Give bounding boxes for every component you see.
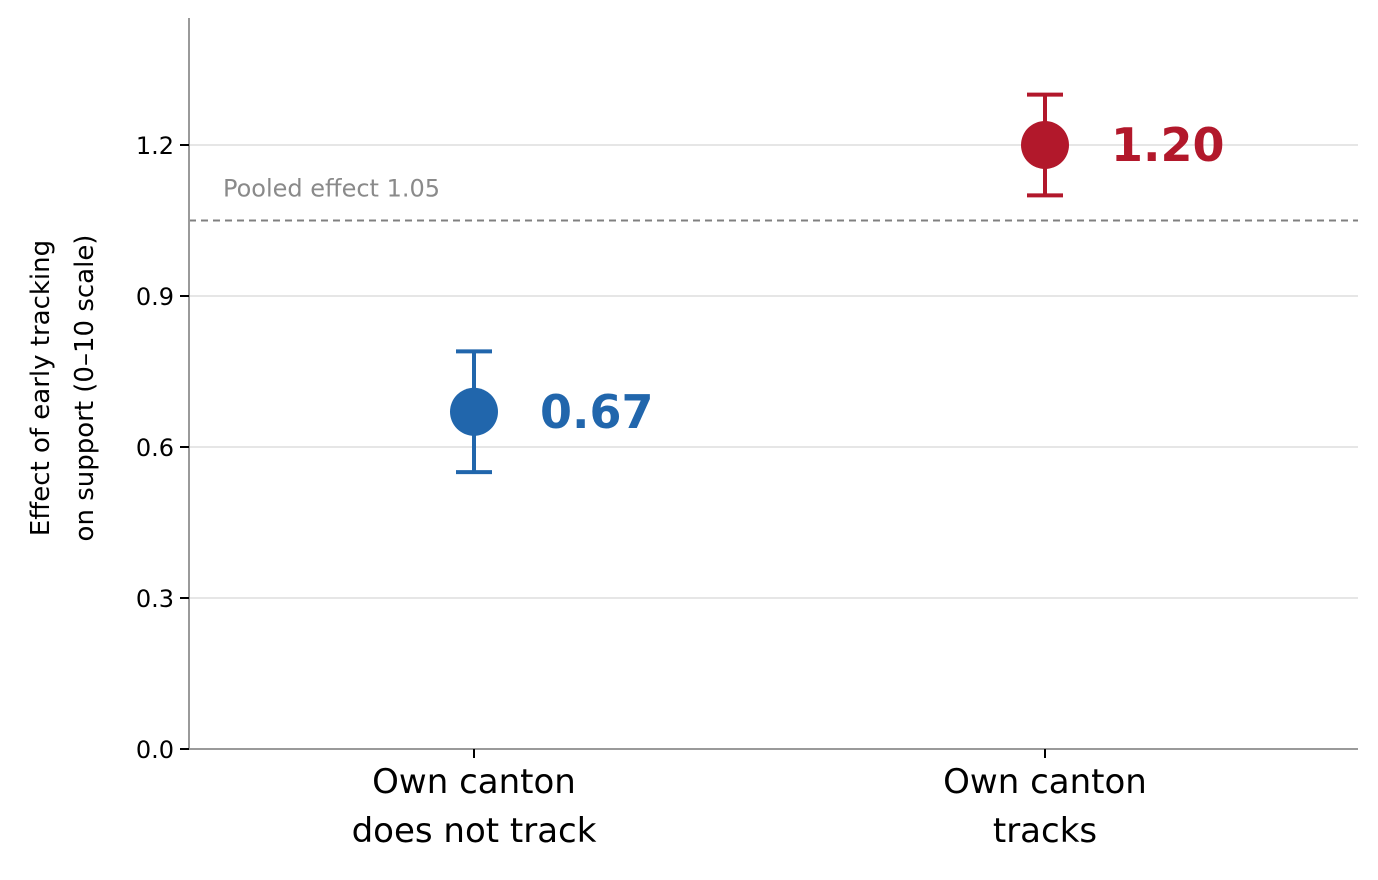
y-tick-label: 1.2	[136, 132, 174, 160]
value-label: 0.67	[540, 385, 654, 439]
x-category-label: Own canton	[943, 762, 1147, 802]
data-point-group: 0.67	[450, 349, 654, 475]
grid-lines	[189, 144, 1358, 600]
x-category-labels: Own canton does not track Own canton tracks	[352, 749, 1147, 851]
y-tick-label: 0.9	[136, 283, 174, 311]
data-point-group: 1.20	[1021, 92, 1225, 198]
point-marker	[1021, 121, 1069, 170]
data-points: 0.67 1.20	[450, 92, 1225, 475]
point-marker	[450, 387, 498, 436]
value-label: 1.20	[1111, 118, 1225, 172]
y-tick-label: 0.6	[136, 434, 174, 462]
x-category-label: tracks	[993, 811, 1097, 851]
x-category-label: Own canton	[372, 762, 576, 802]
y-axis-label: Effect of early tracking on support (0–10…	[26, 235, 100, 542]
y-tick-label: 0.0	[136, 736, 174, 764]
y-axis-label-line: Effect of early tracking	[26, 240, 56, 536]
y-tick-label: 0.3	[136, 585, 174, 613]
axes	[188, 18, 1358, 750]
pooled-effect-label: Pooled effect 1.05	[223, 175, 440, 203]
y-axis-label-line: on support (0–10 scale)	[70, 235, 100, 542]
y-ticks: 0.0 0.3 0.6 0.9 1.2	[136, 132, 189, 764]
reference-line-group: Pooled effect 1.05	[189, 175, 1358, 222]
x-category-label: does not track	[352, 811, 597, 851]
